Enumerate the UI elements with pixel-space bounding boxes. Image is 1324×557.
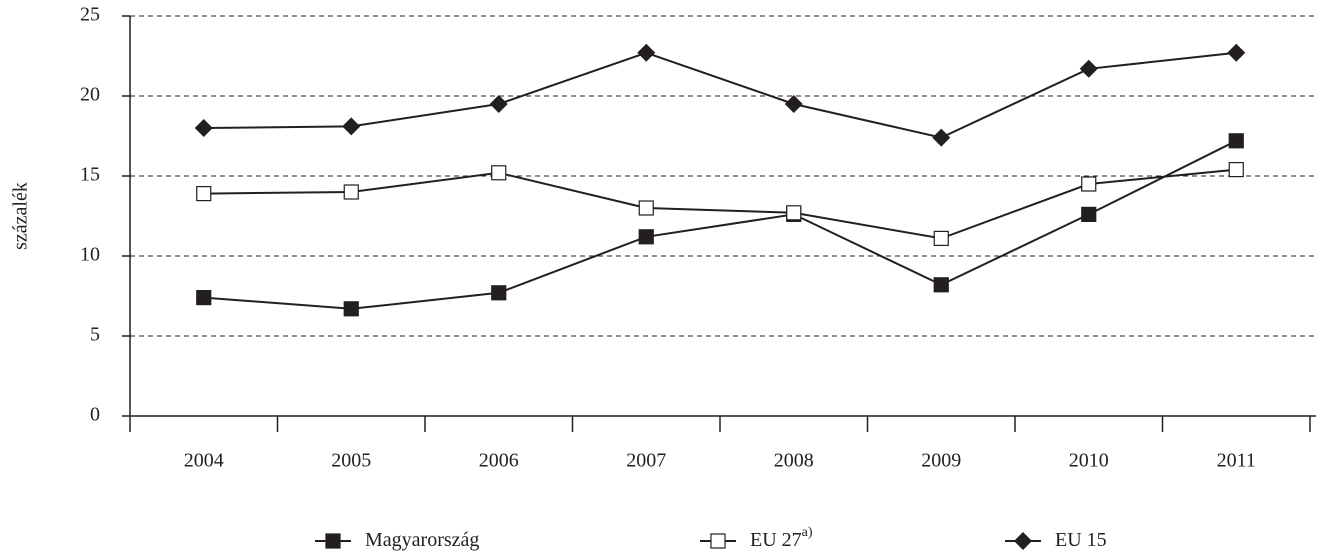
- marker: [491, 165, 507, 181]
- y-tick-label: 20: [80, 84, 100, 106]
- marker: [489, 95, 508, 113]
- marker: [638, 200, 654, 216]
- legend-name: EU 15: [1055, 529, 1107, 551]
- legend-name: EU 27: [750, 529, 802, 551]
- x-tick-label: 2006: [479, 450, 519, 472]
- y-tick-label: 25: [80, 4, 100, 26]
- x-tick-label: 2007: [626, 450, 666, 472]
- marker: [933, 277, 949, 293]
- legend-marker: [325, 533, 341, 549]
- marker: [637, 43, 656, 62]
- marker: [343, 184, 359, 200]
- marker: [1081, 176, 1097, 192]
- legend-label: Magyarország: [365, 529, 479, 551]
- legend-label: EU 15: [1055, 529, 1107, 551]
- legend-footnote: a): [802, 525, 813, 540]
- marker: [1228, 133, 1244, 149]
- marker: [491, 285, 507, 301]
- x-tick-label: 2004: [184, 450, 224, 472]
- marker: [1079, 59, 1098, 78]
- x-tick-label: 2009: [921, 450, 961, 472]
- legend-name: Magyarország: [365, 529, 479, 551]
- marker: [933, 230, 949, 246]
- series-line: [203, 139, 1237, 310]
- x-tick-label: 2010: [1069, 450, 1109, 472]
- marker: [343, 301, 359, 317]
- series-line: [203, 51, 1237, 139]
- marker: [196, 186, 212, 202]
- marker: [932, 128, 951, 147]
- x-tick-label: 2005: [331, 450, 371, 472]
- y-tick-label: 15: [80, 164, 100, 186]
- legend-marker: [710, 533, 726, 549]
- y-tick-label: 0: [90, 404, 100, 426]
- legend-label: EU 27a): [750, 525, 813, 550]
- marker: [342, 117, 361, 136]
- marker: [638, 229, 654, 245]
- marker: [196, 290, 212, 306]
- series-line: [203, 168, 1237, 240]
- marker: [784, 95, 803, 113]
- legend-marker: [1014, 532, 1032, 550]
- marker: [1228, 162, 1244, 178]
- y-axis-label: százalék: [10, 182, 32, 250]
- marker: [1081, 206, 1097, 222]
- y-tick-label: 10: [80, 244, 100, 266]
- x-tick-label: 2008: [774, 450, 814, 472]
- marker: [786, 205, 802, 221]
- y-tick-label: 5: [90, 324, 100, 346]
- marker: [194, 119, 213, 137]
- marker: [1227, 43, 1246, 62]
- x-tick-label: 2011: [1217, 450, 1256, 472]
